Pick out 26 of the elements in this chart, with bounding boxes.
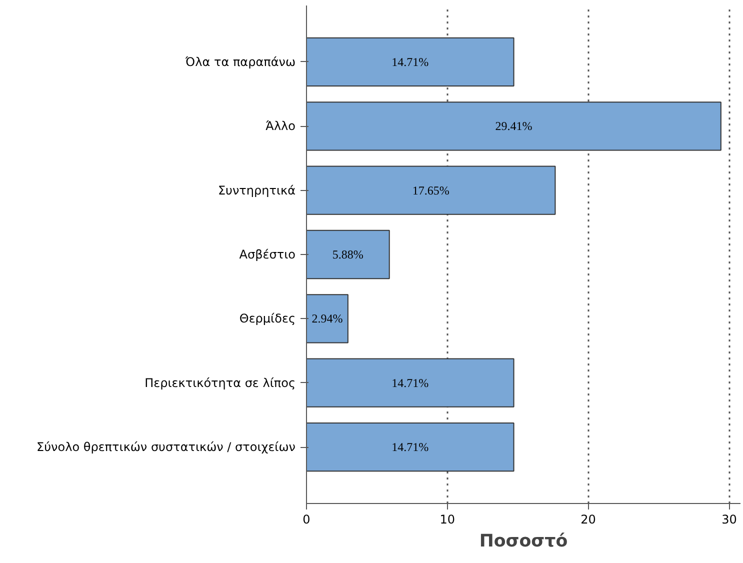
x-tick-label: 20 [580,512,596,526]
x-tick-label: 0 [302,512,310,526]
bar [306,422,514,472]
data-label: 5.88% [332,248,364,262]
bar [306,230,390,280]
data-label: 14.71% [392,376,429,390]
bar [306,102,722,151]
bar [306,166,556,215]
bar [306,294,348,344]
data-label: 17.65% [412,183,450,198]
y-tick-label: Όλα τα παραπάνω [184,54,296,69]
bar [306,37,514,87]
y-tick-label: Συντηρητικά [218,183,296,198]
x-tick-label: 30 [722,512,737,526]
y-tick-label: Ασβέστιο [239,248,296,262]
data-label: 14.71% [392,440,429,454]
data-label: 14.71% [392,54,429,69]
data-label: 2.94% [312,312,343,326]
y-tick-label: Θερμίδες [239,312,296,326]
bar [306,358,514,408]
x-tick-label: 10 [440,512,456,526]
y-tick-label: Άλλο [266,119,296,134]
x-axis-title: Ποσοστό [479,532,568,552]
data-label: 29.41% [495,119,532,134]
y-tick-label: Περιεκτικότητα σε λίπος [144,376,296,390]
y-tick-label: Σύνολο θρεπτικών συστατικών / στοιχείων [36,440,296,454]
